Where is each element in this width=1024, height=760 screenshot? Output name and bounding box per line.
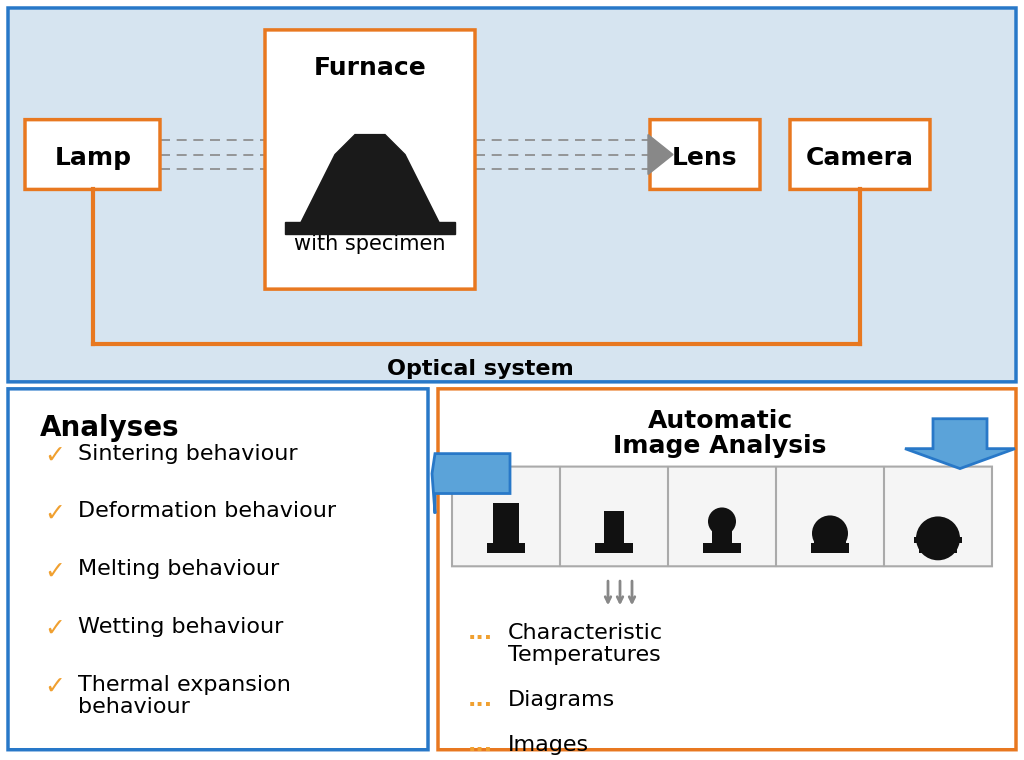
Text: Furnace: Furnace <box>313 55 426 80</box>
Bar <box>811 543 849 553</box>
Text: ✓: ✓ <box>44 502 66 525</box>
Text: Wetting behaviour: Wetting behaviour <box>78 617 284 637</box>
Polygon shape <box>905 419 1015 469</box>
Circle shape <box>916 517 961 560</box>
Text: Lens: Lens <box>672 145 737 169</box>
Bar <box>703 543 741 553</box>
Text: Temperatures: Temperatures <box>508 645 660 665</box>
Text: ...: ... <box>468 690 494 710</box>
Bar <box>712 521 732 543</box>
Text: Diagrams: Diagrams <box>508 690 615 710</box>
FancyBboxPatch shape <box>265 30 475 289</box>
Text: Lamp: Lamp <box>54 145 131 169</box>
Polygon shape <box>285 223 455 234</box>
Text: ✓: ✓ <box>44 675 66 699</box>
Bar <box>919 543 957 553</box>
Text: Melting behaviour: Melting behaviour <box>78 559 280 579</box>
Text: Automatic: Automatic <box>647 409 793 432</box>
Text: Thermal expansion: Thermal expansion <box>78 675 291 695</box>
Text: with specimen: with specimen <box>294 234 445 255</box>
Text: Deformation behaviour: Deformation behaviour <box>78 502 336 521</box>
FancyBboxPatch shape <box>790 119 930 189</box>
Bar <box>595 543 633 553</box>
Text: Analyses: Analyses <box>40 413 179 442</box>
Text: behaviour: behaviour <box>78 697 189 717</box>
Text: ...: ... <box>468 623 494 643</box>
Text: Image Analysis: Image Analysis <box>613 434 826 458</box>
Text: Camera: Camera <box>806 145 914 169</box>
Text: Images: Images <box>508 735 589 755</box>
FancyBboxPatch shape <box>8 8 1016 382</box>
Polygon shape <box>648 135 673 175</box>
Text: ✓: ✓ <box>44 444 66 467</box>
Bar <box>814 534 846 543</box>
Text: Optical system: Optical system <box>387 359 573 379</box>
Circle shape <box>708 508 736 535</box>
Text: ✓: ✓ <box>44 559 66 584</box>
Text: ...: ... <box>468 735 494 755</box>
FancyBboxPatch shape <box>438 389 1016 749</box>
Bar <box>487 543 525 553</box>
Bar <box>914 537 962 543</box>
Circle shape <box>812 515 848 551</box>
Text: Sintering behaviour: Sintering behaviour <box>78 444 298 464</box>
FancyBboxPatch shape <box>8 389 428 749</box>
Bar <box>604 511 624 543</box>
Polygon shape <box>300 135 440 224</box>
Bar <box>493 503 519 543</box>
FancyBboxPatch shape <box>452 467 992 566</box>
FancyBboxPatch shape <box>650 119 760 189</box>
FancyBboxPatch shape <box>25 119 160 189</box>
Polygon shape <box>432 454 510 514</box>
Text: Characteristic: Characteristic <box>508 623 664 643</box>
Text: ✓: ✓ <box>44 617 66 641</box>
